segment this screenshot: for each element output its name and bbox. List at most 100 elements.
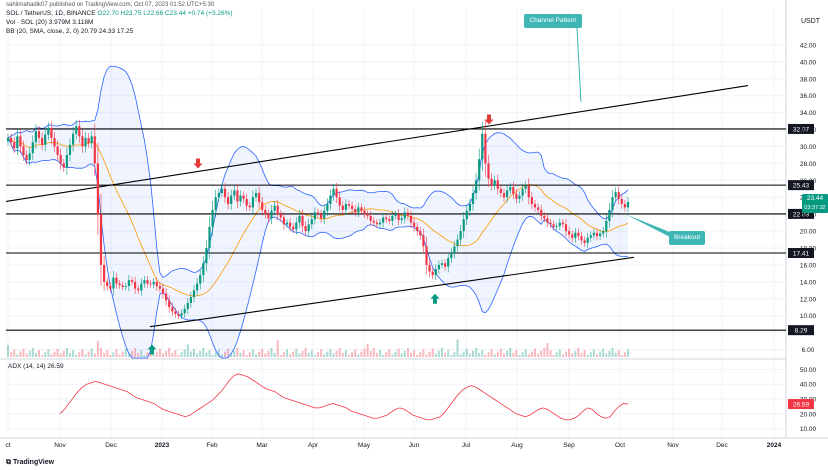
time-tick-label: ct xyxy=(5,442,10,449)
candle-body xyxy=(561,222,564,225)
volume-bar xyxy=(481,350,484,357)
volume-bar xyxy=(506,350,509,357)
candle-body xyxy=(103,264,106,282)
time-tick-label: Oct xyxy=(615,442,625,449)
candle-body xyxy=(227,197,230,204)
candle-body xyxy=(258,193,261,203)
candle-body xyxy=(502,193,506,198)
volume-bar xyxy=(202,348,205,357)
candle-body xyxy=(44,134,47,145)
candle-body xyxy=(177,314,180,316)
candle-body xyxy=(592,232,595,236)
candle-body xyxy=(437,264,440,270)
candle-body xyxy=(189,297,192,303)
volume-bar xyxy=(462,351,465,357)
volume-legend[interactable]: Vol · SOL (20) 3.979M 3.118M xyxy=(6,19,94,26)
candle-body xyxy=(506,190,509,198)
volume-bar xyxy=(168,348,171,357)
volume-bar xyxy=(558,349,561,357)
candle-body xyxy=(462,219,465,232)
published-note: sahilmahadik07 published on TradingView.… xyxy=(6,2,215,8)
candle-body xyxy=(37,131,41,138)
buy-arrow-icon xyxy=(147,344,157,355)
level-tag-label: 22.03 xyxy=(793,211,810,218)
volume-bar xyxy=(267,350,270,357)
time-tick-label: Feb xyxy=(206,442,218,449)
tradingview-logo[interactable]: ⧉ TradingView xyxy=(6,459,54,467)
candle-body xyxy=(298,215,301,223)
volume-bar xyxy=(264,353,267,357)
volume-bar xyxy=(326,351,329,357)
symbol-title[interactable]: SOL / TetherUS, 1D, BINANCE xyxy=(6,10,96,17)
level-tag-label: 17.41 xyxy=(793,250,810,257)
volume-bar xyxy=(224,351,226,357)
candle-body xyxy=(481,133,484,160)
candle-body xyxy=(28,153,31,160)
candle-body xyxy=(357,207,360,213)
candle-body xyxy=(518,195,521,199)
volume-bar xyxy=(59,353,62,357)
candle-body xyxy=(180,313,183,316)
time-tick-label: Jun xyxy=(409,442,420,449)
symbol-line[interactable]: SOL / TetherUS, 1D, BINANCE O22.70 H23.7… xyxy=(6,10,233,17)
bb-legend[interactable]: BB (20, SMA, close, 2, 0) 20.79 24.33 17… xyxy=(6,28,134,35)
volume-bar xyxy=(397,348,400,357)
volume-bar xyxy=(261,348,264,357)
volume-bar xyxy=(109,355,112,357)
volume-bar xyxy=(286,349,288,357)
candle-body xyxy=(406,212,409,216)
candle-body xyxy=(549,222,552,225)
candlestick-series xyxy=(6,119,630,320)
candle-body xyxy=(626,201,630,208)
candle-body xyxy=(171,307,174,312)
volume-bar xyxy=(143,355,146,357)
currency-label[interactable]: USDT xyxy=(800,18,820,25)
volume-bar xyxy=(96,340,99,357)
candle-body xyxy=(301,215,304,226)
volume-bar xyxy=(475,348,478,357)
adx-legend[interactable]: ADX (14, 14) 26.59 xyxy=(8,363,64,370)
volume-bar xyxy=(199,350,202,357)
volume-bar xyxy=(441,348,443,357)
candle-body xyxy=(540,209,543,216)
candle-body xyxy=(99,214,103,265)
volume-bar xyxy=(295,348,298,357)
volume-bar xyxy=(171,352,174,357)
level-tag-bg xyxy=(788,123,814,134)
volume-bar xyxy=(620,355,623,357)
candle-body xyxy=(270,210,273,219)
volume-bar xyxy=(341,352,344,357)
candle-body xyxy=(323,210,326,219)
candle-body xyxy=(366,214,369,216)
price-tick-label: 14.00 xyxy=(800,279,817,286)
price-axis[interactable]: 6.00 8.00 10.00 12.00 14.00 16.00 18.00 20.00 22… xyxy=(800,42,817,354)
volume-bar xyxy=(568,348,571,357)
time-tick-label: 2023 xyxy=(155,442,170,449)
candle-body xyxy=(168,300,171,308)
volume-bar xyxy=(335,350,338,357)
volume-bar xyxy=(93,353,96,357)
volume-bar xyxy=(627,349,629,357)
volume-bar xyxy=(87,351,90,357)
volume-bar xyxy=(165,350,168,357)
volume-bar xyxy=(121,351,124,357)
time-axis[interactable]: ct Nov Dec 2023 Feb Mar Apr May Jun Jul Aug Sep Oct N… xyxy=(5,442,781,449)
volume-bar xyxy=(193,348,195,357)
candle-body xyxy=(444,263,447,267)
volume-bar xyxy=(276,340,279,357)
volume-bar xyxy=(127,353,130,357)
volume-bar xyxy=(382,355,385,357)
volume-bar xyxy=(78,352,81,357)
time-tick-label: Aug xyxy=(511,442,523,449)
candle-body xyxy=(53,138,56,147)
volume-bar xyxy=(236,348,239,357)
volume-bar xyxy=(38,350,40,357)
candle-body xyxy=(332,188,335,196)
volume-bar xyxy=(348,355,350,357)
candle-body xyxy=(155,281,158,287)
volume-bar xyxy=(47,349,50,357)
candle-body xyxy=(115,277,118,284)
bb-upper xyxy=(7,65,629,278)
volume-bar xyxy=(561,354,564,357)
